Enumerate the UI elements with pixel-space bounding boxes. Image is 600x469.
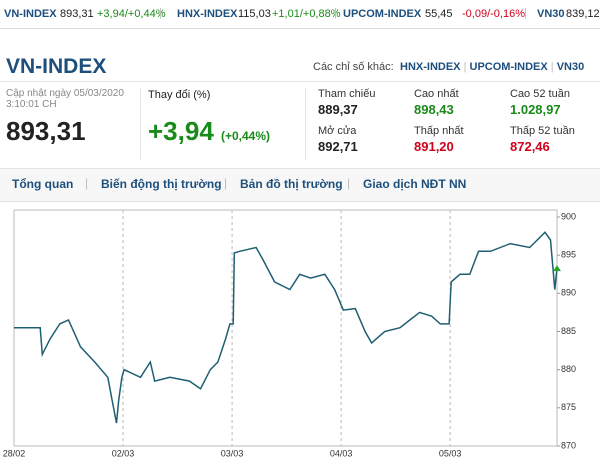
stat-label: Cao 52 tuần [510,88,570,100]
separator: | [524,7,527,19]
separator: | [334,7,337,19]
ticker-bar: VN-INDEX 893,31 +3,94/+0,44% | HNX-INDEX 115,… [0,0,600,29]
stat-label: Cao nhất [414,88,459,100]
tab[interactable]: Giao dịch NĐT NN [363,177,467,191]
y-tick-label: 875 [561,402,576,412]
ticker-change: +3,94/+0,44% [97,8,166,20]
separator: | [347,176,351,190]
stat-value: 898,43 [414,102,454,117]
stat-label: Thấp nhất [414,125,464,137]
divider [305,88,306,160]
x-tick-label: 28/02 [3,448,26,458]
price-line [14,231,558,424]
stat-label: Mở cửa [318,125,357,137]
time: 3:10:01 CH [6,99,57,110]
x-tick-label: 02/03 [112,448,135,458]
stat-value: 872,46 [510,139,550,154]
updated: Cập nhật ngày 05/03/2020 [6,88,124,99]
tab[interactable]: Tổng quan [12,177,74,191]
change: +3,94 [148,116,214,146]
ticker-name[interactable]: VN30 [537,8,565,20]
change-label: Thay đổi (%) [148,89,211,101]
y-tick-label: 880 [561,364,576,374]
ticker-change: +1,01/+0,88% [272,8,341,20]
separator: | [159,7,162,19]
x-tick-label: 03/03 [221,448,244,458]
x-tick-label: 04/03 [330,448,353,458]
x-tick-label: 05/03 [439,448,462,458]
index-link[interactable]: HNX-INDEX [400,61,461,73]
stat-value: 892,71 [318,139,358,154]
tab[interactable]: Biến động thị trường [101,177,222,191]
y-tick-label: 895 [561,250,576,260]
separator: | [460,61,470,73]
price: 893,31 [6,116,86,146]
stat-label: Tham chiếu [318,88,376,100]
tab-bar [0,168,600,202]
ticker-value: 893,31 [60,8,94,20]
stat-value: 889,37 [318,102,358,117]
ticker-value: 55,45 [425,8,453,20]
stat-value: 891,20 [414,139,454,154]
ticker-name[interactable]: UPCOM-INDEX [343,8,422,20]
other-label: Các chỉ số khác: [313,61,394,73]
y-tick-label: 900 [561,211,576,221]
ticker-value: 839,12 [566,8,600,20]
separator: | [224,176,228,190]
y-tick-label: 890 [561,288,576,298]
ticker-change: -0,09/-0,16% [462,8,525,20]
ticker-value: 115,03 [238,8,271,20]
index-link[interactable]: VN30 [556,61,585,73]
y-tick-label: 885 [561,326,576,336]
last-arrow [553,265,561,272]
other-links: HNX-INDEX | UPCOM-INDEX | VN30 [400,61,584,73]
divider [140,88,141,160]
separator: | [547,61,557,73]
stat-label: Thấp 52 tuần [510,125,575,137]
index-link[interactable]: UPCOM-INDEX [469,61,548,73]
change-pct: (+0,44%) [221,129,271,143]
tab[interactable]: Bản đồ thị trường [240,177,343,191]
page-title: VN-INDEX [6,55,107,78]
separator: | [85,176,89,190]
plot-frame [13,209,558,447]
ticker-name[interactable]: HNX-INDEX [177,8,238,20]
y-tick-label: 870 [561,440,576,450]
divider [0,81,600,82]
ticker-name[interactable]: VN-INDEX [4,8,57,20]
chart: 28/02 02/03 03/03 04/03 05/03 870 875 880 885 890… [3,209,576,458]
stat-value: 1.028,97 [510,102,561,117]
